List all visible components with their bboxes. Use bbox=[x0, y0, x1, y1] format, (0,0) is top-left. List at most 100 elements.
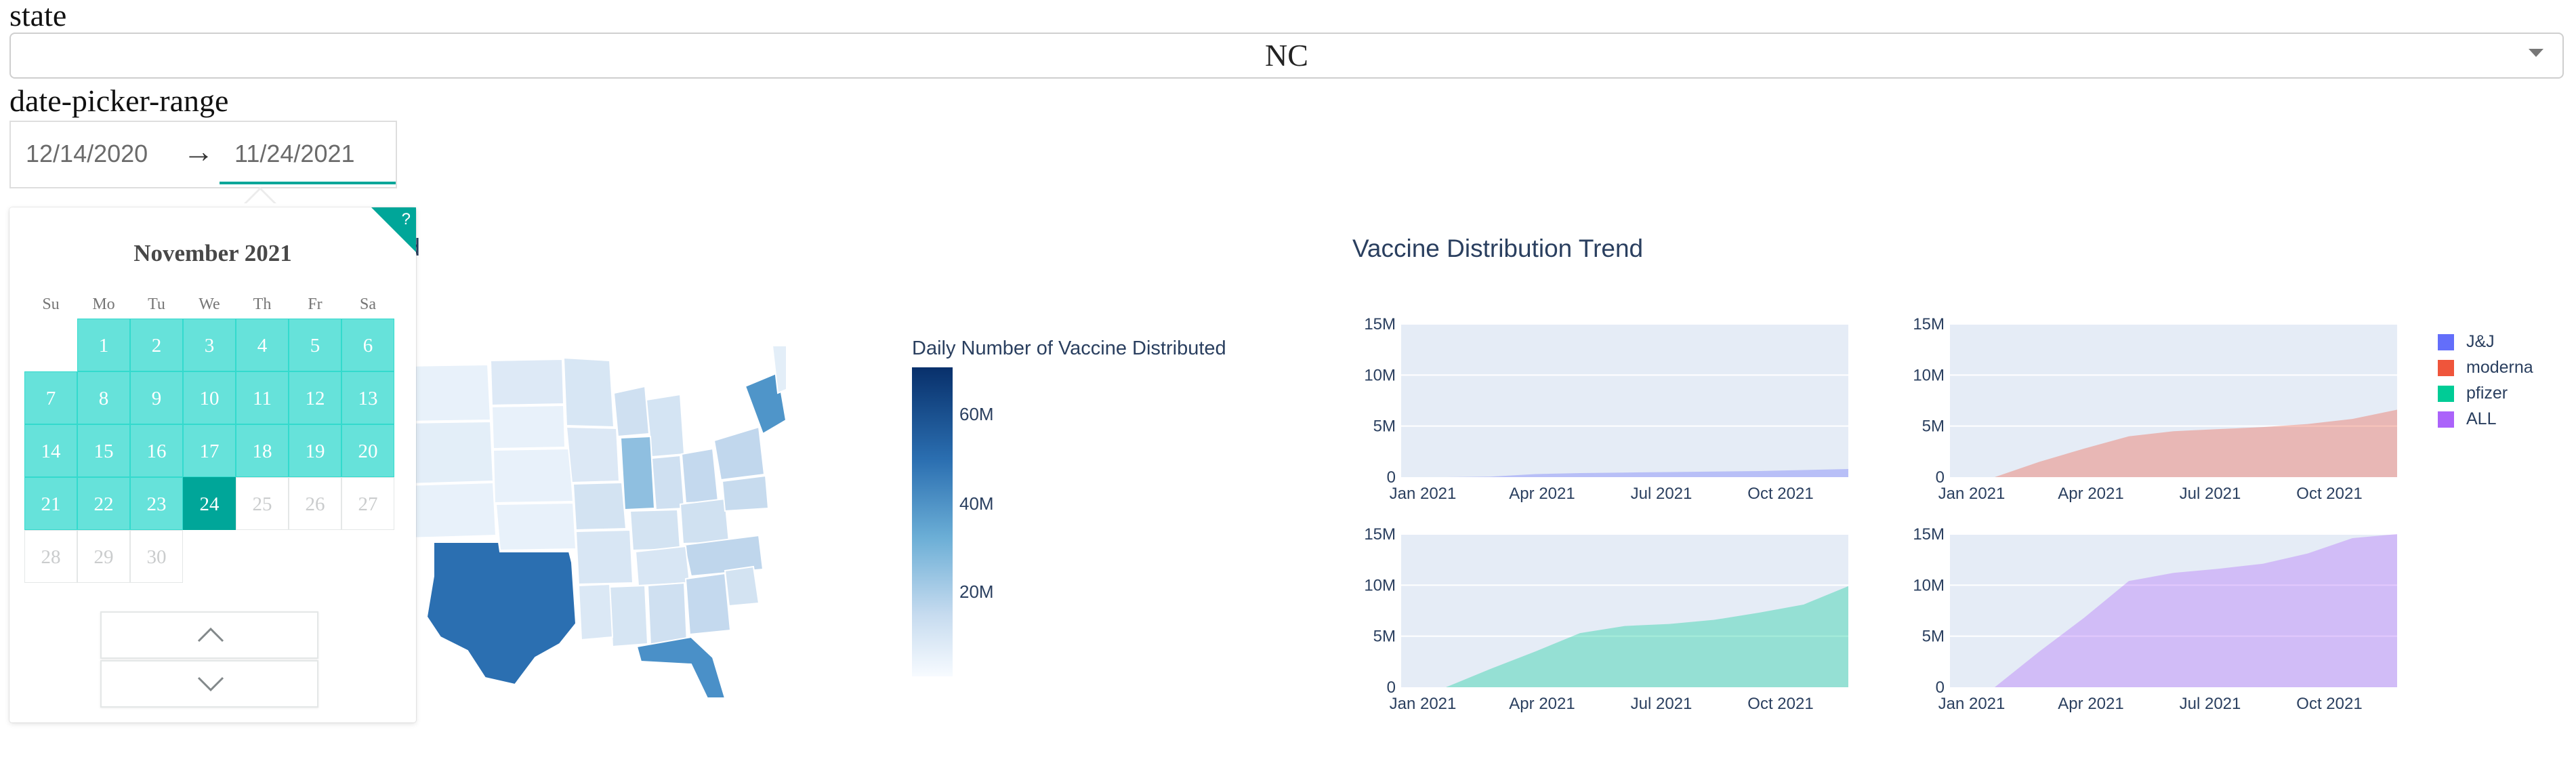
calendar-day[interactable]: 7 bbox=[24, 371, 77, 424]
calendar-day[interactable]: 10 bbox=[183, 371, 236, 424]
legend-swatch bbox=[2438, 386, 2454, 403]
weekday-we: We bbox=[199, 296, 220, 313]
legend-item[interactable]: moderna bbox=[2438, 358, 2533, 378]
start-date-input[interactable]: 12/14/2020 bbox=[26, 140, 148, 167]
chevron-up-icon bbox=[197, 627, 224, 643]
state-label: state bbox=[9, 0, 67, 33]
date-range-label: date-picker-range bbox=[9, 83, 229, 118]
calendar-day[interactable]: 8 bbox=[77, 371, 130, 424]
map-state bbox=[407, 481, 497, 539]
legend-item[interactable]: pfizer bbox=[2438, 384, 2508, 403]
calendar-month-title: November 2021 bbox=[133, 240, 292, 266]
x-tick-label: Jul 2021 bbox=[2180, 695, 2241, 713]
weekday-su: Su bbox=[42, 296, 60, 313]
weekday-fr: Fr bbox=[308, 296, 323, 313]
calendar-day[interactable]: 24 bbox=[183, 477, 236, 530]
colorbar bbox=[912, 367, 953, 676]
y-tick-label: 5M bbox=[1922, 628, 1945, 646]
calendar-day[interactable]: 17 bbox=[183, 424, 236, 477]
calendar-day: 27 bbox=[341, 477, 394, 530]
next-month-button[interactable] bbox=[100, 660, 318, 708]
calendar-day: 25 bbox=[236, 477, 289, 530]
calendar-day[interactable]: 4 bbox=[236, 319, 289, 371]
calendar-day[interactable]: 15 bbox=[77, 424, 130, 477]
map-state bbox=[491, 404, 566, 450]
prev-month-button[interactable] bbox=[100, 611, 318, 659]
end-date-input[interactable]: 11/24/2021 bbox=[234, 140, 355, 167]
area-pfizer[interactable] bbox=[1401, 586, 1848, 687]
colorbar-tick: 40M bbox=[959, 493, 994, 514]
chevron-down-icon[interactable] bbox=[2529, 49, 2543, 57]
colorbar-title: Daily Number of Vaccine Distributed bbox=[912, 338, 1226, 359]
x-tick-label: Jul 2021 bbox=[1631, 485, 1692, 503]
x-tick-label: Oct 2021 bbox=[1747, 695, 1813, 713]
calendar-day: 29 bbox=[77, 530, 130, 583]
map-state bbox=[407, 420, 495, 485]
state-dropdown[interactable]: NC bbox=[9, 33, 2564, 79]
calendar-day[interactable]: 21 bbox=[24, 477, 77, 530]
calendar-day[interactable]: 6 bbox=[341, 319, 394, 371]
calendar-day[interactable]: 19 bbox=[289, 424, 341, 477]
legend-label: pfizer bbox=[2466, 384, 2508, 403]
y-tick-label: 0 bbox=[1387, 678, 1396, 697]
date-range-picker[interactable]: 12/14/2020 → 11/24/2021 bbox=[9, 121, 397, 188]
area-moderna[interactable] bbox=[1950, 409, 2397, 477]
x-tick-label: Oct 2021 bbox=[2296, 695, 2362, 713]
colorbar-tick: 60M bbox=[959, 404, 994, 424]
legend-item[interactable]: J&J bbox=[2438, 332, 2495, 352]
legend-swatch bbox=[2438, 334, 2454, 351]
calendar-day[interactable]: 20 bbox=[341, 424, 394, 477]
map-state bbox=[425, 542, 577, 686]
area-all[interactable] bbox=[1950, 534, 2397, 687]
trend-panel-all[interactable]: 0 5M 10M 15M Jan 2021 Apr 2021 Jul 2021 Oct 202… bbox=[1913, 525, 2397, 713]
us-choropleth-map[interactable] bbox=[407, 346, 786, 698]
y-tick-label: 15M bbox=[1913, 525, 1945, 544]
calendar-day[interactable]: 5 bbox=[289, 319, 341, 371]
legend-item[interactable]: ALL bbox=[2438, 409, 2496, 429]
calendar-day[interactable]: 1 bbox=[77, 319, 130, 371]
map-state bbox=[572, 481, 627, 531]
plot-background bbox=[1401, 534, 1848, 687]
trend-panel-pfizer[interactable]: 0 5M 10M 15M Jan 2021 Apr 2021 Jul 2021 Oct 202… bbox=[1364, 525, 1848, 713]
calendar-day[interactable]: 14 bbox=[24, 424, 77, 477]
trend-panel-moderna[interactable]: 0 5M 10M 15M Jan 2021 Apr 2021 Jul 2021 Oct 202… bbox=[1913, 315, 2397, 503]
calendar-day[interactable]: 18 bbox=[236, 424, 289, 477]
weekday-tu: Tu bbox=[148, 296, 165, 313]
calendar-day[interactable]: 3 bbox=[183, 319, 236, 371]
map-state bbox=[575, 529, 634, 586]
legend-swatch bbox=[2438, 411, 2454, 428]
y-tick-label: 5M bbox=[1373, 417, 1396, 436]
calendar-day[interactable]: 22 bbox=[77, 477, 130, 530]
keyboard-shortcuts-badge[interactable] bbox=[371, 207, 416, 252]
x-tick-label: Apr 2021 bbox=[1509, 695, 1575, 713]
map-state bbox=[577, 583, 614, 641]
map-state bbox=[565, 426, 621, 484]
area-jj[interactable] bbox=[1401, 468, 1848, 477]
trend-title: Vaccine Distribution Trend bbox=[1352, 235, 1644, 262]
map-state bbox=[619, 435, 656, 511]
y-tick-label: 0 bbox=[1936, 678, 1945, 697]
calendar-day[interactable]: 23 bbox=[130, 477, 183, 530]
y-tick-label: 10M bbox=[1913, 366, 1945, 384]
y-tick-label: 10M bbox=[1913, 576, 1945, 594]
calendar-day[interactable]: 13 bbox=[341, 371, 394, 424]
calendar-day: 30 bbox=[130, 530, 183, 583]
calendar-day[interactable]: 11 bbox=[236, 371, 289, 424]
calendar-caret-inner bbox=[247, 190, 274, 203]
x-tick-label: Jan 2021 bbox=[1938, 695, 2006, 713]
legend-label: ALL bbox=[2466, 409, 2497, 428]
calendar-day[interactable]: 2 bbox=[130, 319, 183, 371]
chevron-down-icon bbox=[197, 676, 224, 692]
calendar-day[interactable]: 12 bbox=[289, 371, 341, 424]
map-state bbox=[492, 447, 575, 504]
calendar-day[interactable]: 9 bbox=[130, 371, 183, 424]
calendar-day[interactable]: 16 bbox=[130, 424, 183, 477]
state-selected-value: NC bbox=[1265, 38, 1308, 73]
plot-background bbox=[1950, 324, 2397, 477]
map-state bbox=[489, 358, 565, 407]
y-tick-label: 5M bbox=[1922, 417, 1945, 436]
question-icon[interactable]: ? bbox=[401, 210, 411, 228]
trend-panel-jj[interactable]: 0 5M 10M 15M Jan 2021 Apr 2021 Jul 2021 Oct 202… bbox=[1364, 315, 1848, 503]
